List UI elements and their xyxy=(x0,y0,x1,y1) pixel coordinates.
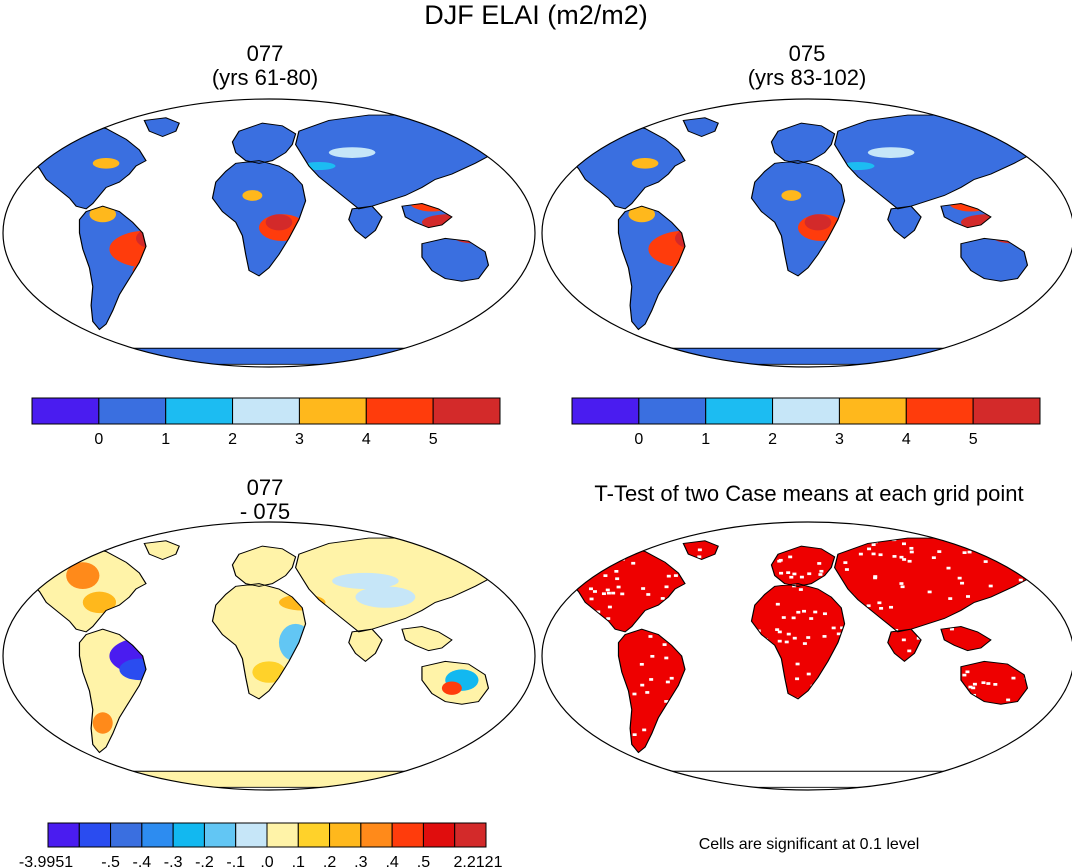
colorbar-tick-label: 1 xyxy=(701,431,710,448)
panel-title-line2: - 075 xyxy=(239,499,291,524)
colorbar-tick-label: 5 xyxy=(969,431,978,448)
colorbar-box xyxy=(391,822,424,848)
colorbar-box xyxy=(638,397,707,425)
colorbar-tick-label: 2.2121 xyxy=(454,854,503,868)
colorbar-box xyxy=(772,397,840,425)
colorbar-tick-label: 0 xyxy=(634,431,643,448)
map-border xyxy=(541,521,1072,791)
colorbar-tick-label: 2 xyxy=(768,431,777,448)
colorbar-box xyxy=(98,397,167,425)
colorbar-tick-label: 3 xyxy=(295,431,304,448)
colorbar-box xyxy=(235,822,268,848)
colorbar-difference: -3.9951 -.5 -.4 -.3 -.2 -.1 .0 .1 .2 .3 .4 .5 2.2121 xyxy=(19,822,503,868)
colorbar-box xyxy=(47,822,80,848)
colorbar-075: 0 1 2 3 4 5 xyxy=(571,397,1041,448)
colorbar-tick-label: 2 xyxy=(228,431,237,448)
colorbar-box xyxy=(165,397,234,425)
colorbar-tick-label: -.3 xyxy=(164,854,183,868)
colorbar-box xyxy=(232,397,300,425)
colorbar-box xyxy=(705,397,774,425)
significance-note: Cells are significant at 0.1 level xyxy=(698,836,920,853)
colorbar-box xyxy=(172,822,205,848)
colorbar-tick-label: 1 xyxy=(161,431,170,448)
colorbar-box xyxy=(454,822,487,848)
map-panel-difference xyxy=(3,522,535,790)
colorbar-tick-label: 4 xyxy=(902,431,911,448)
map-panel-ttest xyxy=(542,522,1072,790)
map-border xyxy=(2,98,536,368)
map-border xyxy=(541,98,1072,368)
colorbar-tick-label: .5 xyxy=(417,854,430,868)
colorbar-tick-label: .1 xyxy=(292,854,305,868)
colorbar-box xyxy=(203,822,237,848)
panel-title-line1: 077 xyxy=(246,475,284,500)
colorbar-box xyxy=(329,822,362,848)
figure-title: DJF ELAI (m2/m2) xyxy=(424,0,648,30)
panel-title-075: 075 (yrs 83-102) xyxy=(642,42,972,90)
colorbar-tick-label: 4 xyxy=(362,431,371,448)
colorbar-box xyxy=(297,822,331,848)
colorbar-tick-label: -3.9951 xyxy=(19,854,73,868)
colorbar-box xyxy=(360,822,393,848)
colorbar-tick-label: -.5 xyxy=(101,854,120,868)
colorbar-box xyxy=(141,822,174,848)
colorbar-tick-label: .4 xyxy=(385,854,398,868)
colorbar-tick-label: .2 xyxy=(323,854,336,868)
colorbar-box xyxy=(432,397,501,425)
map-panel-077 xyxy=(3,99,535,367)
colorbar-box xyxy=(298,397,367,425)
colorbar-box xyxy=(422,822,456,848)
colorbar-tick-label: -.4 xyxy=(133,854,152,868)
colorbar-tick-label: 5 xyxy=(429,431,438,448)
colorbar-box xyxy=(905,397,974,425)
colorbar-box xyxy=(78,822,112,848)
colorbar-tick-label: 3 xyxy=(835,431,844,448)
panel-title-line1: 077 xyxy=(246,41,284,66)
colorbar-box xyxy=(365,397,434,425)
panel-title-ttest: T-Test of two Case means at each grid po… xyxy=(594,481,1024,506)
panel-title-difference: 077 - 075 xyxy=(100,476,430,524)
colorbar-box xyxy=(266,822,299,848)
colorbar-077: 0 1 2 3 4 5 xyxy=(31,397,501,448)
panel-title-line2: (yrs 83-102) xyxy=(747,65,867,90)
panel-title-line2: (yrs 61-80) xyxy=(211,65,319,90)
colorbar-tick-label: .0 xyxy=(260,854,273,868)
panel-title-077: 077 (yrs 61-80) xyxy=(100,42,430,90)
colorbar-tick-label: .3 xyxy=(354,854,367,868)
colorbar-tick-label: -.1 xyxy=(226,854,245,868)
colorbar-box xyxy=(838,397,907,425)
colorbar-box xyxy=(571,397,640,425)
colorbar-box xyxy=(972,397,1041,425)
panel-title-line1: 075 xyxy=(788,41,826,66)
colorbar-tick-label: 0 xyxy=(94,431,103,448)
colorbar-box xyxy=(31,397,100,425)
map-panel-075 xyxy=(542,99,1072,367)
map-border xyxy=(2,521,536,791)
colorbar-box xyxy=(110,822,143,848)
colorbar-tick-label: -.2 xyxy=(195,854,214,868)
